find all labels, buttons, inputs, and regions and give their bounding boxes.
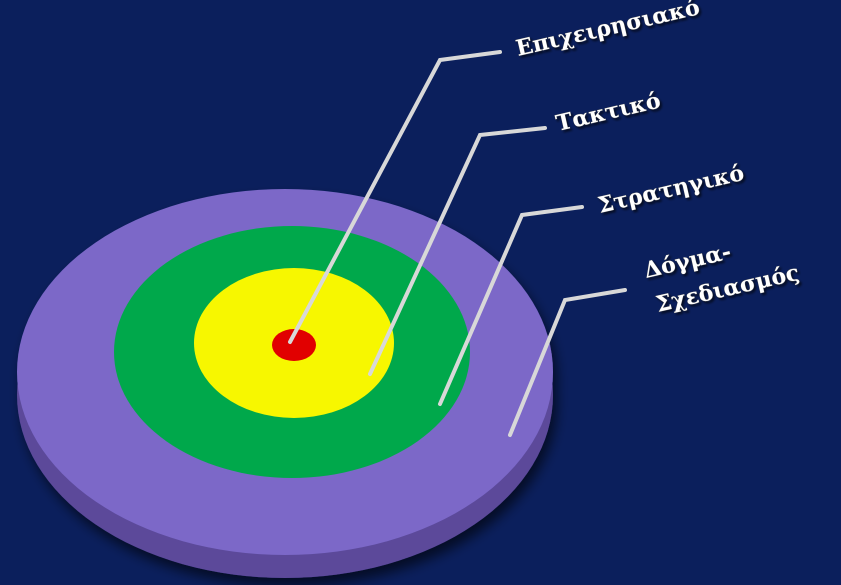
leader-line-strategic [438, 205, 584, 406]
label-tactical: Τακτικό [554, 88, 664, 137]
leader-line-doctrine [508, 288, 627, 437]
center-dot [272, 329, 316, 361]
leader-lines [288, 50, 627, 437]
leader-line-tactical [368, 126, 547, 376]
label-strategic: Στρατηγικό [596, 160, 747, 219]
leader-line-operational [288, 50, 502, 344]
label-operational: Επιχειρησιακό [514, 0, 703, 62]
